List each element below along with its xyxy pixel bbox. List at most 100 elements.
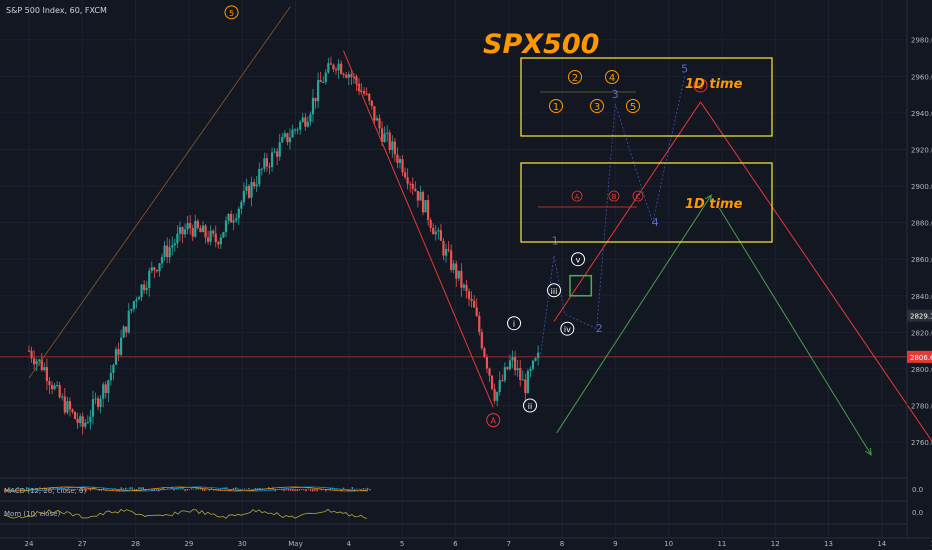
macd-bar [34, 488, 37, 490]
price-label-bg [907, 350, 932, 363]
macd-bar [305, 489, 307, 492]
indicator-value: 0.0 [912, 509, 923, 517]
candle-body [467, 291, 471, 299]
box-1-bottom-mark: 5 [630, 102, 636, 113]
candle-body [345, 74, 348, 78]
time-tick-label: 5 [400, 540, 404, 548]
candle-body [324, 72, 327, 82]
candle-body [350, 74, 353, 77]
candle-body [268, 166, 271, 168]
macd-bar [23, 489, 26, 490]
wave-label: A [491, 417, 497, 426]
macd-bar [109, 488, 111, 490]
macd-bar [191, 488, 193, 490]
candle-body [490, 375, 494, 389]
macd-bar [325, 489, 327, 492]
macd-bar [334, 489, 336, 491]
macd-bar [303, 489, 305, 491]
macd-bar [182, 487, 184, 490]
time-tick-label: May [288, 540, 302, 548]
macd-bar [87, 489, 89, 490]
candle-body [171, 245, 174, 248]
macd-bar [155, 489, 158, 490]
box-1-mark-circle [590, 99, 604, 113]
macd-bar [290, 489, 292, 491]
time-tick-label: 27 [78, 540, 87, 548]
box-1-label: 1D time [685, 77, 743, 92]
candle-body [314, 97, 317, 102]
candle-body [452, 263, 455, 270]
macd-bar [274, 489, 276, 492]
macd-bar [292, 489, 294, 492]
candle-body [265, 158, 269, 167]
macd-bar [127, 488, 129, 490]
wave-label: 5 [229, 9, 234, 18]
macd-bar [52, 487, 54, 490]
price-tick-label: 2800.0 [911, 366, 932, 374]
candle-body [432, 227, 435, 235]
candle-body [206, 237, 210, 242]
wave-label: 1 [552, 234, 559, 247]
macd-bar [122, 488, 125, 490]
price-axis[interactable]: 2760.0 2780.0 2800.0 2820.0 2840.0 2860.0 2880… [906, 0, 932, 538]
macd-bar [125, 487, 127, 490]
time-tick-label: 14 [877, 540, 886, 548]
candle-body [373, 106, 376, 121]
macd-bar [173, 489, 175, 491]
candle-body [304, 117, 307, 127]
candle-body [473, 300, 476, 308]
macd-bar [114, 487, 116, 490]
candle-body [247, 185, 251, 198]
wave-label-circle [224, 5, 239, 20]
green-arrow-line [556, 194, 712, 434]
macd-bar [294, 489, 296, 492]
candle-body [163, 245, 166, 257]
macd-bar [349, 489, 351, 490]
candle-body [442, 240, 445, 256]
red-wave-line [343, 50, 494, 408]
candle-body [460, 270, 463, 288]
macd-bar [140, 487, 142, 490]
candle-body [419, 191, 422, 201]
macd-bar [153, 489, 155, 491]
macd-bar [228, 489, 230, 491]
candle-body [437, 230, 440, 232]
macd-bar [301, 489, 303, 490]
candle-body [143, 284, 146, 291]
macd-bar [138, 487, 140, 490]
candle-body [334, 69, 338, 71]
candle-body [224, 220, 228, 233]
macd-bar [81, 489, 83, 490]
time-axis[interactable]: 24 27 28 29 30 May 4 5 6 7 8 9 10 11 12 13 14 15 [0, 537, 932, 548]
candle-body [212, 230, 215, 234]
macd-bar [19, 489, 21, 490]
candle-body [112, 364, 115, 373]
time-tick-label: 29 [184, 540, 193, 548]
candle-body [33, 358, 36, 365]
candle-body [378, 118, 381, 129]
macd-bar [72, 488, 74, 490]
candle-body [291, 129, 294, 138]
candle-body [58, 385, 61, 398]
candle-body [89, 416, 92, 422]
macd-bar [320, 489, 323, 491]
price-tick-label: 2920.0 [911, 146, 932, 154]
macd-bar [195, 488, 197, 490]
candle-body [253, 182, 256, 187]
candle-body [281, 136, 284, 143]
candle-body [53, 385, 56, 390]
candle-body [516, 368, 519, 371]
candle-body [370, 100, 373, 107]
candle-body [222, 232, 225, 238]
candle-body [322, 81, 325, 83]
time-tick-label: 15 [931, 540, 932, 548]
candle-body [189, 223, 192, 229]
macd-bar [162, 487, 164, 490]
candle-body [519, 368, 522, 380]
macd-bar [32, 488, 34, 490]
macd-bar [257, 488, 259, 490]
wave-label-circle [523, 398, 538, 413]
candle-body [242, 190, 246, 203]
price-label: 2829.1 [910, 313, 932, 321]
